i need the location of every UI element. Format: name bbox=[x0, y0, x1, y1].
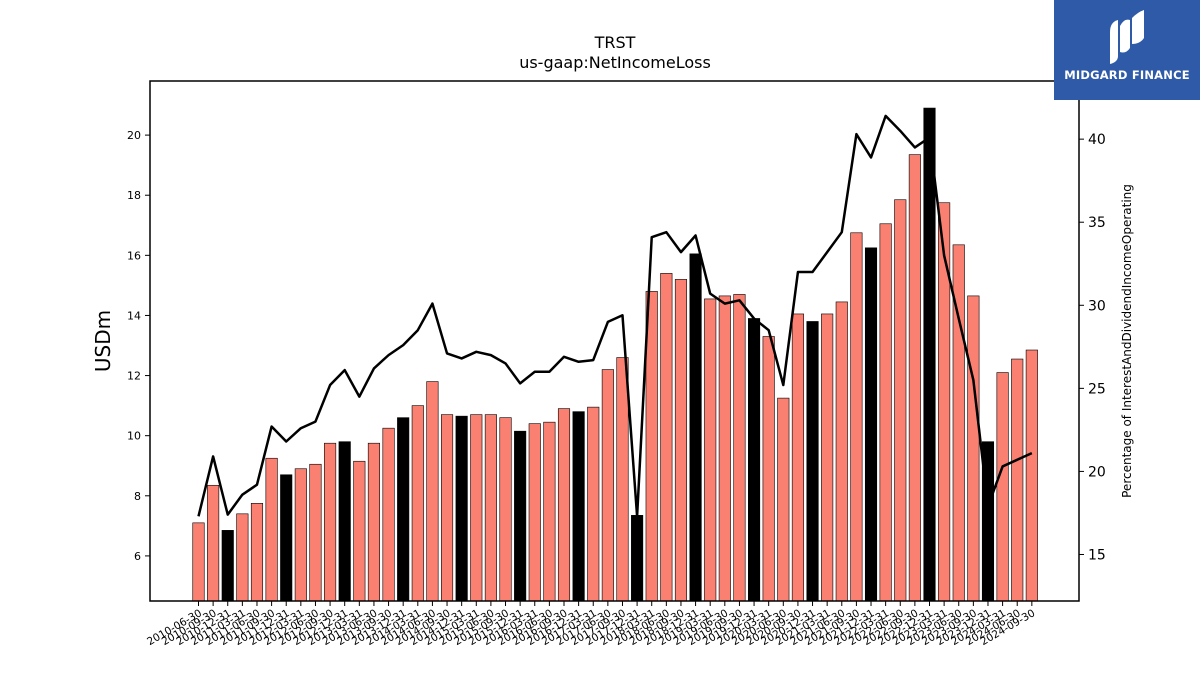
bar bbox=[777, 397, 790, 602]
bar bbox=[265, 457, 278, 602]
bar bbox=[616, 357, 629, 602]
bar bbox=[733, 294, 746, 602]
bar bbox=[309, 463, 322, 602]
bar bbox=[587, 406, 600, 602]
bar bbox=[221, 530, 234, 602]
bar bbox=[528, 423, 541, 602]
y-tick-label: 6 bbox=[134, 550, 141, 563]
right-y-axis-label: Percentage of InterestAndDividendIncomeO… bbox=[1120, 184, 1134, 498]
y-tick-label: 8 bbox=[134, 490, 141, 503]
bar bbox=[499, 417, 512, 602]
y-axis-label: USDm bbox=[91, 310, 115, 372]
bar bbox=[353, 460, 366, 602]
bar bbox=[382, 427, 395, 602]
bar bbox=[543, 421, 556, 602]
chart-subtitle: us-gaap:NetIncomeLoss bbox=[519, 53, 711, 72]
bar bbox=[294, 468, 307, 602]
bar bbox=[440, 414, 454, 602]
bar bbox=[894, 199, 907, 602]
bar bbox=[207, 484, 220, 602]
bar bbox=[689, 253, 702, 602]
y-tick-label: 20 bbox=[127, 129, 141, 142]
y-tick-label: 10 bbox=[127, 430, 141, 443]
bar bbox=[821, 313, 834, 602]
bar bbox=[514, 430, 527, 602]
bar bbox=[470, 414, 483, 602]
y-tick-label: 18 bbox=[127, 189, 141, 202]
right-y-axis: 15 20 25 30 35 40 bbox=[1079, 132, 1106, 563]
chart-title: TRST bbox=[594, 33, 636, 52]
bar bbox=[1011, 358, 1024, 602]
bar bbox=[864, 247, 878, 602]
bar bbox=[762, 336, 775, 602]
bar bbox=[674, 279, 688, 602]
plot-frame bbox=[149, 80, 1080, 602]
bar bbox=[908, 154, 921, 602]
bar bbox=[572, 411, 585, 602]
bar bbox=[704, 298, 717, 602]
y-tick-label: 14 bbox=[127, 309, 141, 322]
bar bbox=[967, 295, 980, 602]
bar bbox=[996, 372, 1009, 602]
y2-tick-label: 40 bbox=[1088, 132, 1106, 148]
bar bbox=[338, 441, 351, 602]
bar bbox=[938, 202, 951, 602]
bar bbox=[850, 232, 863, 602]
bar bbox=[324, 442, 337, 602]
bar bbox=[192, 522, 205, 602]
bar bbox=[250, 503, 264, 602]
midgard-logo-icon bbox=[1110, 10, 1144, 64]
bar bbox=[280, 474, 293, 602]
bar bbox=[879, 223, 892, 602]
logo: MIDGARD FINANCE bbox=[1054, 0, 1200, 100]
bar bbox=[791, 313, 804, 602]
left-y-axis: 6 8 10 12 14 16 18 20 bbox=[127, 129, 150, 563]
bar bbox=[426, 381, 439, 602]
bar bbox=[455, 415, 468, 602]
bar bbox=[923, 107, 936, 602]
bar bbox=[557, 408, 571, 602]
bar bbox=[484, 414, 497, 602]
y-tick-label: 16 bbox=[127, 249, 141, 262]
bar bbox=[660, 273, 673, 602]
bar bbox=[397, 417, 410, 602]
ratio-line bbox=[197, 114, 1033, 518]
bar bbox=[1025, 349, 1038, 602]
y2-tick-label: 20 bbox=[1088, 464, 1106, 480]
bar bbox=[236, 513, 249, 602]
y2-tick-label: 15 bbox=[1088, 547, 1106, 563]
bar bbox=[631, 515, 644, 602]
y2-tick-label: 30 bbox=[1088, 298, 1106, 314]
y-tick-label: 12 bbox=[127, 370, 141, 383]
bar bbox=[806, 321, 819, 602]
y2-tick-label: 35 bbox=[1088, 215, 1106, 231]
bar bbox=[748, 318, 761, 602]
bar-series bbox=[192, 107, 1038, 602]
line-series bbox=[197, 114, 1033, 518]
bar bbox=[718, 295, 731, 602]
bar bbox=[835, 301, 848, 602]
bar bbox=[601, 369, 614, 602]
logo-text: MIDGARD FINANCE bbox=[1064, 68, 1190, 82]
x-axis: 2010-06-302010-09-302010-12-312011-03-31… bbox=[145, 601, 1037, 648]
bar bbox=[367, 442, 380, 602]
y2-tick-label: 25 bbox=[1088, 381, 1106, 397]
bar bbox=[411, 405, 424, 602]
